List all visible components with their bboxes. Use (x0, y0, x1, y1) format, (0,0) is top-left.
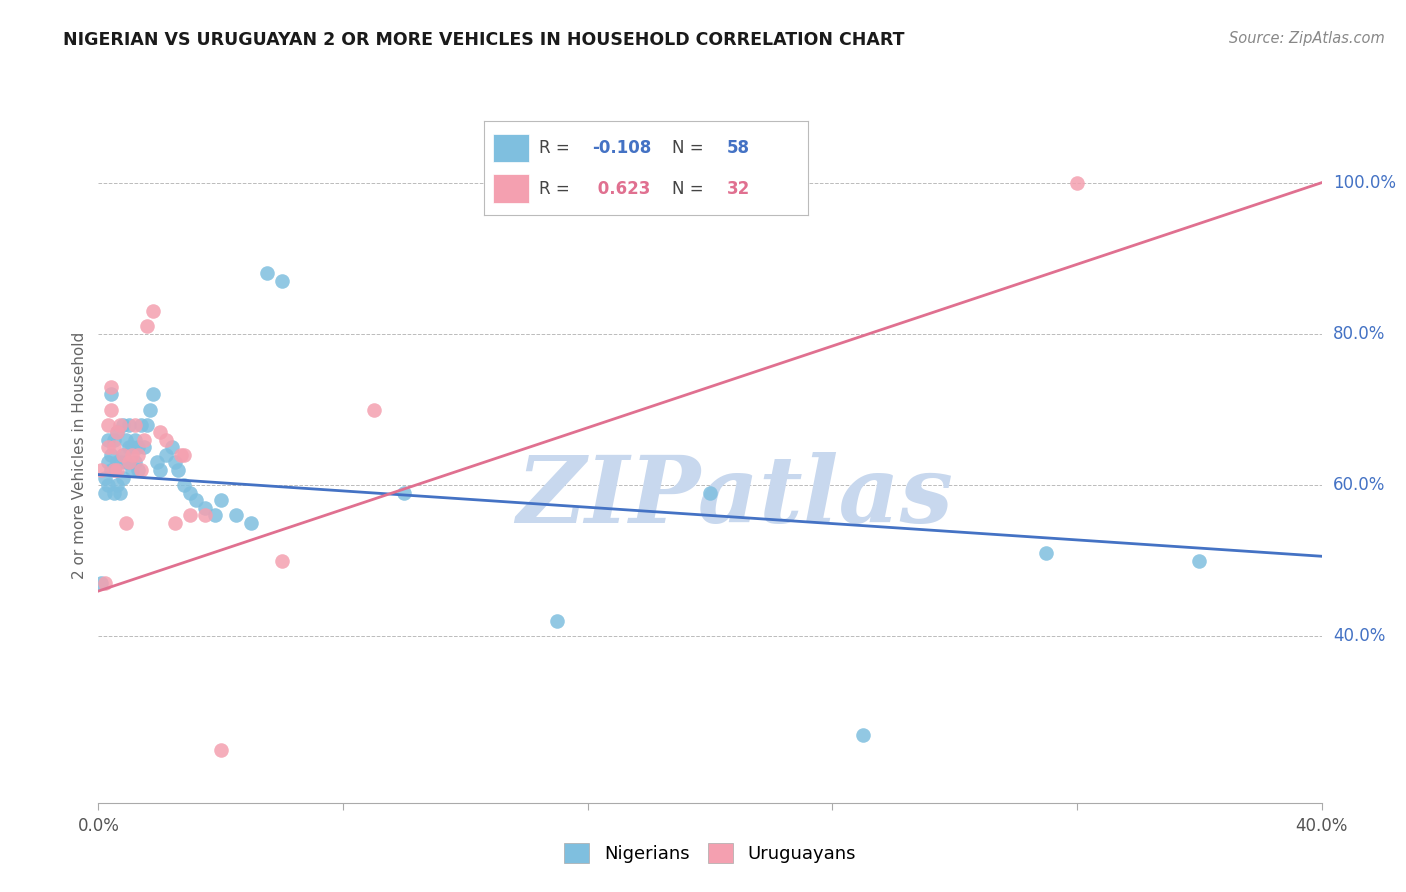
Point (136, 319, 159, 334)
Point (1066, 176, 1088, 190)
Point (105, 455, 128, 469)
Point (111, 448, 134, 462)
Point (103, 485, 125, 500)
Point (155, 448, 177, 462)
Point (225, 508, 247, 523)
Point (194, 500, 217, 515)
Point (97, 455, 120, 469)
Point (103, 463, 125, 477)
Point (149, 425, 172, 440)
Point (108, 485, 131, 500)
Point (100, 402, 122, 417)
Point (115, 516, 138, 530)
Point (1035, 546, 1057, 560)
Point (204, 508, 226, 523)
Point (97, 478, 120, 492)
Point (127, 448, 149, 462)
Point (209, 493, 232, 508)
Point (124, 455, 146, 469)
Point (142, 304, 165, 318)
Point (139, 402, 162, 417)
Point (179, 485, 201, 500)
Point (100, 448, 122, 462)
Point (115, 455, 138, 469)
Point (163, 455, 186, 469)
Point (118, 455, 141, 469)
Point (145, 455, 167, 469)
Point (134, 433, 156, 447)
Point (392, 485, 416, 500)
Point (127, 441, 149, 455)
Point (93, 485, 115, 500)
Point (149, 463, 172, 477)
Point (121, 441, 143, 455)
Point (363, 402, 385, 417)
Point (124, 433, 146, 447)
Point (115, 433, 138, 447)
Point (186, 493, 208, 508)
Point (111, 448, 134, 462)
Point (103, 441, 125, 455)
Point (97, 417, 120, 432)
Point (108, 417, 131, 432)
Point (194, 508, 217, 523)
Point (546, 615, 568, 629)
Point (97, 441, 120, 455)
Point (173, 478, 195, 492)
Point (90, 576, 112, 591)
Point (105, 425, 128, 440)
Point (240, 516, 263, 530)
Point (100, 463, 122, 477)
Text: NIGERIAN VS URUGUAYAN 2 OR MORE VEHICLES IN HOUSEHOLD CORRELATION CHART: NIGERIAN VS URUGUAYAN 2 OR MORE VEHICLES… (63, 31, 905, 49)
Point (170, 448, 193, 462)
Point (1188, 554, 1211, 568)
Point (163, 516, 186, 530)
Text: 60.0%: 60.0% (1333, 476, 1385, 494)
Point (105, 463, 128, 477)
Text: 80.0%: 80.0% (1333, 325, 1385, 343)
Point (111, 470, 134, 484)
Point (100, 387, 122, 401)
Point (134, 441, 156, 455)
Point (105, 425, 128, 440)
Point (256, 267, 278, 281)
Point (173, 448, 195, 462)
Point (121, 448, 143, 462)
Text: ZIPatlas: ZIPatlas (516, 451, 953, 541)
Point (270, 274, 292, 288)
Point (108, 455, 131, 469)
Point (97, 433, 120, 447)
Text: Source: ZipAtlas.com: Source: ZipAtlas.com (1229, 31, 1385, 46)
Point (121, 463, 143, 477)
Legend: Nigerians, Uruguayans: Nigerians, Uruguayans (557, 836, 863, 871)
Y-axis label: 2 or more Vehicles in Household: 2 or more Vehicles in Household (72, 331, 87, 579)
Point (93, 470, 115, 484)
Point (118, 455, 141, 469)
Point (129, 463, 152, 477)
Point (124, 417, 146, 432)
Point (118, 441, 141, 455)
Text: 100.0%: 100.0% (1333, 174, 1396, 192)
Point (155, 433, 177, 447)
Point (179, 508, 201, 523)
Point (270, 554, 292, 568)
Point (103, 463, 125, 477)
Point (167, 463, 190, 477)
Point (852, 728, 875, 742)
Point (142, 387, 165, 401)
Point (136, 417, 159, 432)
Point (90, 463, 112, 477)
Point (209, 743, 232, 757)
Point (93, 576, 115, 591)
Point (118, 417, 141, 432)
Point (103, 433, 125, 447)
Point (129, 417, 152, 432)
Point (160, 441, 183, 455)
Point (699, 485, 721, 500)
Point (111, 417, 134, 432)
Point (127, 463, 149, 477)
Point (100, 380, 122, 394)
Point (105, 478, 128, 492)
Text: 40.0%: 40.0% (1333, 627, 1385, 646)
